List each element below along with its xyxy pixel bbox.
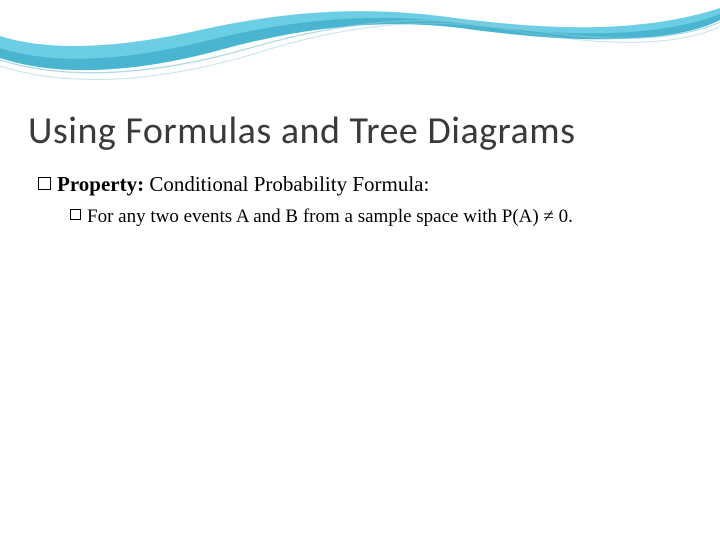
bullet-1-text: Property: Conditional Probability Formul… — [57, 172, 429, 197]
bullet-2-text: For any two events A and B from a sample… — [87, 204, 573, 230]
wave-decoration — [0, 0, 720, 100]
slide: Using Formulas and Tree Diagrams Propert… — [0, 0, 720, 540]
bullet-level-1: Property: Conditional Probability Formul… — [38, 172, 429, 197]
bullet-box-icon — [38, 177, 51, 190]
bullet-level-2: For any two events A and B from a sample… — [70, 204, 660, 230]
bullet-1-label: Property: — [57, 172, 144, 196]
slide-title: Using Formulas and Tree Diagrams — [28, 108, 575, 154]
bullet-box-icon — [70, 209, 81, 220]
bullet-1-rest: Conditional Probability Formula: — [144, 172, 429, 196]
